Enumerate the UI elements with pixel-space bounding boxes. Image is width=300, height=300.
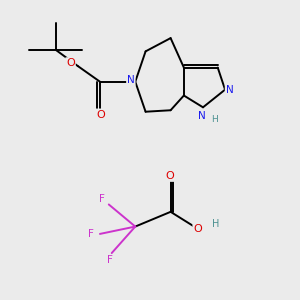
Text: O: O	[66, 58, 75, 68]
Text: F: F	[88, 229, 94, 239]
Text: N: N	[226, 85, 233, 94]
Text: F: F	[99, 194, 105, 204]
Text: O: O	[96, 110, 105, 120]
Text: O: O	[166, 171, 174, 181]
Text: H: H	[212, 219, 219, 229]
Text: O: O	[193, 224, 202, 235]
Text: H: H	[212, 115, 218, 124]
Text: F: F	[107, 255, 113, 266]
Text: N: N	[127, 75, 135, 85]
Text: N: N	[198, 110, 206, 121]
